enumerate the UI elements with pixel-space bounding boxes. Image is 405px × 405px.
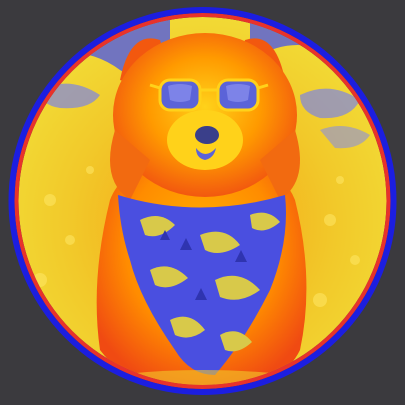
tree-patch [300,88,360,119]
cheek-fur-right [260,130,300,200]
outer-ring [8,7,397,395]
cheek-fur-left [110,130,150,200]
inner-ring [14,13,391,389]
dog-nose [195,126,219,144]
tree-patch [320,126,370,149]
sunglasses-icon [149,78,269,112]
bandana-icon [118,195,286,375]
dog-mouth [196,148,216,160]
